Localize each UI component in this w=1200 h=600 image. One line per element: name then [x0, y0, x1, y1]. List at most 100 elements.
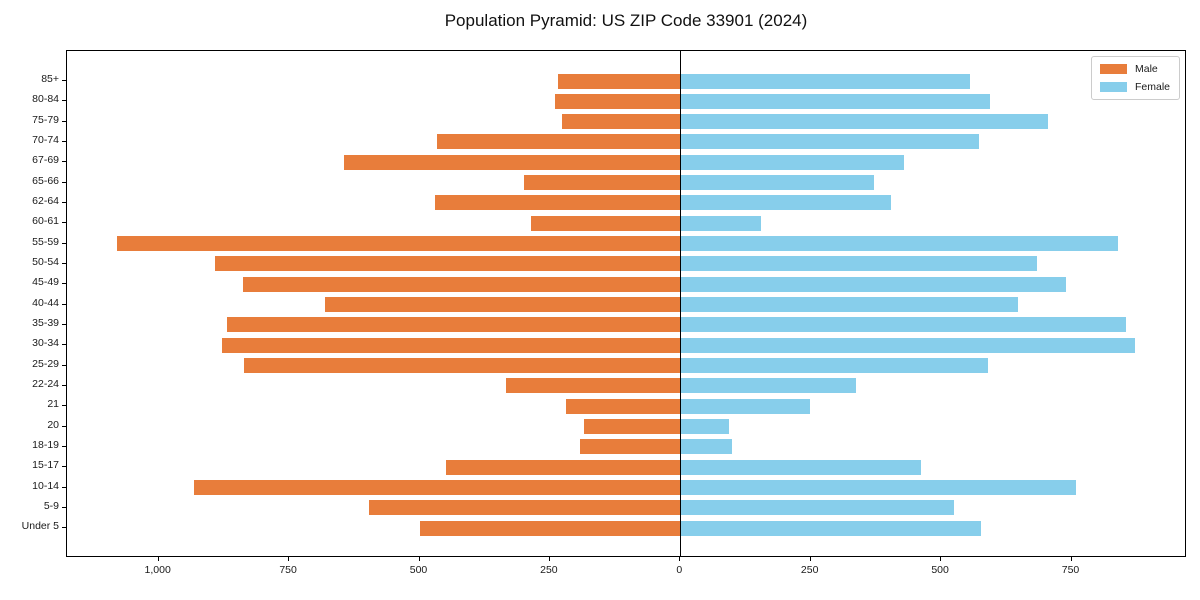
ytick-label-62-64: 62-64	[32, 194, 59, 207]
xtick-label-750: 750	[1061, 564, 1080, 576]
ytick-label-70-74: 70-74	[32, 133, 59, 146]
ytick-label-55-59: 55-59	[32, 235, 59, 248]
bar-male-20	[583, 419, 681, 435]
bar-male-50-54	[214, 256, 681, 272]
xtick-mark	[940, 557, 942, 561]
ytick-mark	[62, 466, 66, 468]
bar-male-21	[566, 398, 681, 414]
ytick-mark	[62, 425, 66, 427]
ytick-mark	[62, 222, 66, 224]
plot-area: Male Female	[66, 50, 1186, 557]
ytick-mark	[62, 384, 66, 386]
ytick-label-10-14: 10-14	[32, 479, 59, 492]
ytick-label-18-19: 18-19	[32, 438, 59, 451]
ytick-label-45-49: 45-49	[32, 276, 59, 289]
ytick-label-67-69: 67-69	[32, 154, 59, 167]
bar-female-80-84	[681, 93, 991, 109]
legend: Male Female	[1090, 56, 1180, 100]
bar-male-45-49	[242, 276, 681, 292]
ytick-label-80-84: 80-84	[32, 93, 59, 106]
xtick-label-750: 750	[279, 564, 297, 576]
bar-female-under-5	[681, 520, 982, 536]
bar-female-18-19	[681, 439, 733, 455]
ytick-mark	[62, 506, 66, 508]
bar-male-under-5	[419, 520, 681, 536]
ytick-label-85+: 85+	[41, 73, 59, 85]
bar-male-15-17	[446, 459, 681, 475]
bar-male-22-24	[506, 378, 681, 394]
ytick-mark	[62, 80, 66, 81]
bar-male-80-84	[555, 93, 681, 109]
xtick-mark	[1070, 557, 1072, 561]
bar-female-40-44	[681, 297, 1018, 313]
bar-female-60-61	[681, 215, 762, 231]
bar-male-10-14	[194, 480, 681, 496]
ytick-mark	[62, 486, 66, 488]
bar-male-30-34	[222, 337, 681, 353]
xtick-mark	[548, 557, 550, 561]
bar-female-50-54	[681, 256, 1037, 272]
legend-row-male: Male	[1099, 63, 1170, 75]
ytick-label-21: 21	[47, 398, 59, 411]
xtick-label-250: 250	[540, 564, 558, 576]
ytick-mark	[62, 344, 66, 346]
ytick-label-50-54: 50-54	[32, 255, 59, 268]
ytick-label-60-61: 60-61	[32, 215, 59, 228]
bar-female-5-9	[681, 500, 955, 516]
bar-male-5-9	[369, 500, 681, 516]
ytick-label-65-66: 65-66	[32, 174, 59, 187]
legend-row-female: Female	[1099, 81, 1170, 93]
ytick-label-25-29: 25-29	[32, 357, 59, 370]
bar-female-70-74	[681, 134, 980, 150]
bar-female-25-29	[681, 358, 988, 374]
bar-female-75-79	[681, 114, 1049, 130]
bar-male-18-19	[579, 439, 681, 455]
ytick-mark	[62, 303, 66, 305]
ytick-label-15-17: 15-17	[32, 459, 59, 472]
xtick-label-500: 500	[931, 564, 949, 576]
ytick-label-75-79: 75-79	[32, 113, 59, 126]
bar-female-62-64	[681, 195, 891, 211]
bar-male-62-64	[434, 195, 681, 211]
xtick-label-500: 500	[409, 564, 428, 576]
xtick-mark	[679, 557, 681, 561]
ytick-label-5-9: 5-9	[43, 499, 59, 512]
bar-male-25-29	[244, 358, 681, 374]
bar-male-35-39	[227, 317, 681, 333]
ytick-mark	[62, 405, 66, 407]
bar-male-65-66	[523, 175, 681, 191]
zero-axis-line	[679, 51, 682, 556]
xtick-label-1000: 1,000	[144, 564, 171, 576]
female-legend-swatch	[1099, 82, 1127, 92]
bar-female-65-66	[681, 175, 875, 191]
bar-male-85+	[558, 73, 681, 89]
ytick-mark	[62, 262, 66, 264]
ytick-mark	[62, 445, 66, 447]
ytick-mark	[62, 201, 66, 203]
xtick-mark	[157, 557, 159, 561]
bar-female-85+	[681, 73, 970, 89]
ytick-mark	[62, 120, 66, 122]
male-legend-label: Male	[1134, 63, 1158, 75]
xtick-mark	[809, 557, 811, 561]
female-legend-label: Female	[1134, 81, 1170, 93]
ytick-mark	[62, 242, 66, 244]
ytick-mark	[62, 161, 66, 163]
bar-female-22-24	[681, 378, 856, 394]
xtick-label-0: 0	[676, 564, 683, 576]
ytick-mark	[62, 364, 66, 366]
bar-male-40-44	[325, 297, 681, 313]
ytick-mark	[62, 283, 66, 285]
ytick-label-40-44: 40-44	[32, 296, 59, 309]
chart-title: Population Pyramid: US ZIP Code 33901 (2…	[444, 11, 808, 30]
ytick-label-30-34: 30-34	[32, 337, 59, 350]
bar-female-67-69	[681, 154, 904, 170]
bar-female-10-14	[681, 480, 1077, 496]
bar-male-55-59	[116, 236, 681, 252]
male-legend-swatch	[1099, 64, 1127, 74]
ytick-mark	[62, 100, 66, 102]
bar-female-30-34	[681, 337, 1136, 353]
ytick-label-22-24: 22-24	[32, 377, 59, 390]
bar-female-21	[681, 398, 811, 414]
